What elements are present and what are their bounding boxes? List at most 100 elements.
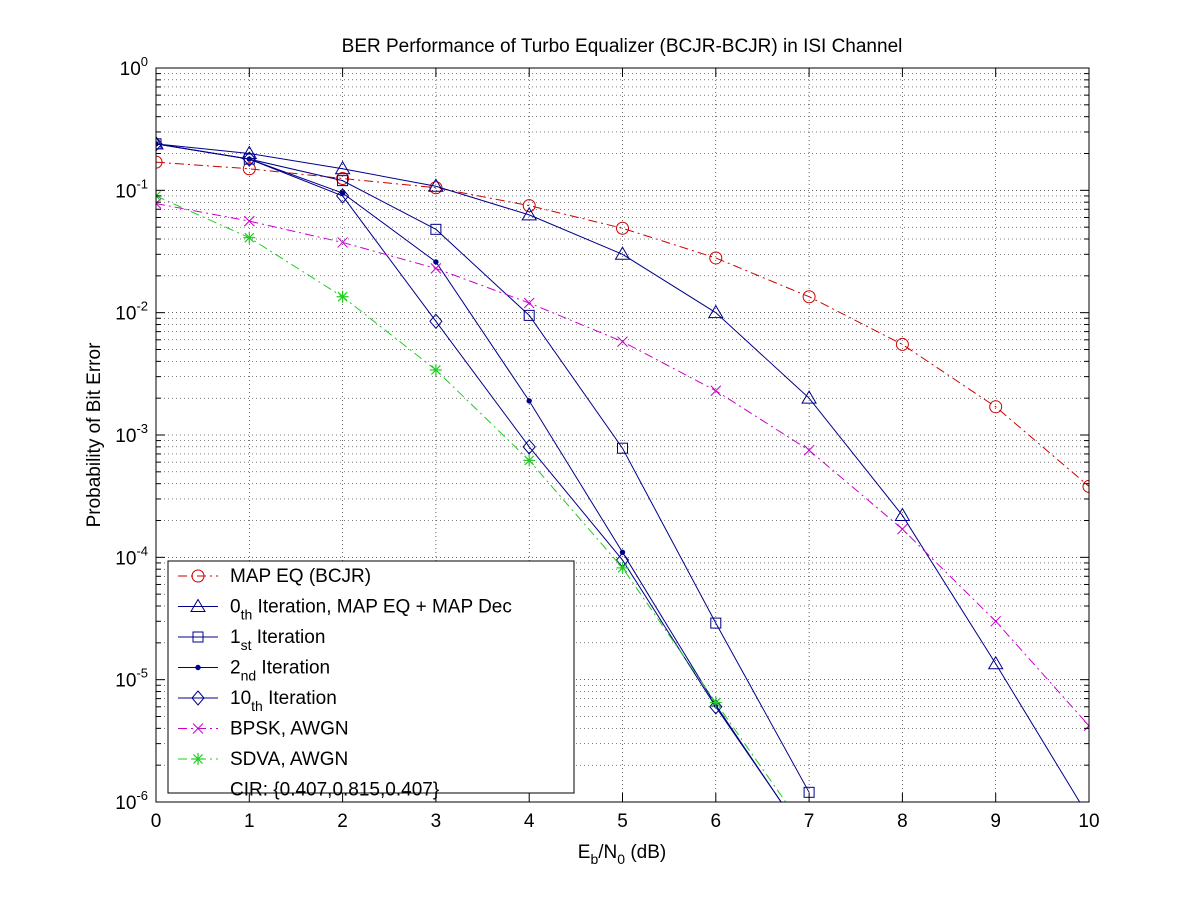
- marker-star-d: [244, 232, 255, 243]
- marker-circle: [895, 337, 909, 351]
- marker-diamond: [156, 136, 163, 152]
- marker-x-b: [990, 615, 1002, 627]
- data-point: [619, 549, 626, 555]
- legend-label-rest: Iteration: [256, 658, 330, 679]
- series-4: [156, 136, 782, 802]
- marker-square: [156, 138, 162, 150]
- legend-item: BPSK, AWGN: [178, 719, 349, 740]
- marker-x-b: [897, 523, 908, 535]
- y-tick-base: 10: [115, 793, 136, 814]
- x-tick-label: 3: [431, 811, 442, 832]
- legend-label-main: SDVA, AWGN: [230, 749, 348, 770]
- legend-marker: [192, 753, 204, 765]
- data-point: [336, 290, 349, 303]
- marker-dot: [195, 664, 201, 671]
- x-axis-label-sub-b: b: [590, 851, 598, 867]
- x-tick-label: 6: [711, 811, 722, 832]
- marker-star-d: [156, 191, 161, 197]
- data-point: [242, 162, 256, 176]
- marker-star-d: [430, 365, 441, 375]
- data-point: [337, 237, 348, 248]
- legend-label-sub: st: [241, 637, 252, 653]
- y-tick-exponent: -1: [136, 176, 148, 191]
- y-tick-base: 10: [120, 59, 141, 80]
- data-point: [522, 199, 536, 213]
- y-tick-base: 10: [115, 671, 136, 692]
- data-point: [336, 171, 350, 185]
- y-tick-exponent: -6: [136, 788, 148, 803]
- y-tick-label: 10-5: [115, 666, 148, 692]
- marker-dot: [526, 398, 532, 404]
- x-tick-labels: 0 1 2 3 4 5 6 7 8 9 10: [151, 811, 1100, 832]
- legend-label-main: MAP EQ (BCJR): [230, 566, 371, 587]
- data-point: [523, 454, 536, 467]
- data-point: [897, 523, 908, 535]
- marker-star-d: [710, 697, 721, 708]
- y-tick-label: 10-3: [115, 421, 148, 447]
- marker-diamond: [242, 151, 256, 167]
- x-tick-label: 8: [897, 811, 908, 832]
- data-point: [156, 155, 163, 169]
- marker-circle: [616, 221, 629, 235]
- y-tick-label: 100: [120, 54, 148, 80]
- marker-triangle: [894, 507, 911, 521]
- x-axis-label-n: /N: [598, 842, 617, 863]
- data-point: [428, 178, 444, 192]
- marker-star-d: [337, 291, 348, 302]
- data-point: [616, 561, 629, 574]
- marker-x-b: [192, 723, 204, 734]
- data-point: [335, 188, 350, 204]
- marker-circle: [191, 569, 205, 583]
- legend-item: SDVA, AWGN: [178, 749, 348, 770]
- marker-x-b: [710, 385, 722, 397]
- marker-star-d: [617, 562, 628, 573]
- data-point: [707, 304, 724, 319]
- data-series: [156, 135, 1089, 802]
- y-tick-base: 10: [115, 426, 136, 447]
- data-point: [337, 175, 349, 187]
- marker-dot: [339, 190, 346, 196]
- y-tick-label: 10-2: [115, 299, 148, 325]
- data-point: [1082, 479, 1089, 493]
- y-tick-label: 10-4: [115, 543, 148, 569]
- legend-marker: [192, 631, 204, 643]
- y-tick-exponent: -2: [136, 299, 148, 314]
- marker-circle: [802, 290, 816, 304]
- legend-label: SDVA, AWGN: [230, 749, 348, 770]
- legend-label-main: BPSK, AWGN: [230, 719, 349, 740]
- data-point: [522, 439, 536, 455]
- data-point: [243, 215, 255, 227]
- x-axis-label-unit: (dB): [625, 842, 666, 863]
- marker-circle: [336, 171, 350, 185]
- data-point: [710, 617, 722, 629]
- data-point: [429, 313, 443, 330]
- marker-square: [430, 223, 442, 235]
- legend-label-sub: th: [241, 607, 253, 623]
- legend-label-main: 2: [230, 658, 241, 679]
- marker-x-b: [156, 198, 162, 205]
- legend-label: MAP EQ (BCJR): [230, 566, 371, 587]
- marker-circle: [522, 199, 536, 213]
- x-axis-label-sub-0: 0: [617, 851, 625, 867]
- y-tick-base: 10: [115, 181, 136, 202]
- data-point: [433, 259, 439, 265]
- x-axis-label-e: E: [578, 842, 591, 863]
- y-tick-exponent: 0: [141, 54, 148, 69]
- x-tick-label: 4: [524, 811, 535, 832]
- series-line: [156, 143, 1081, 802]
- marker-diamond: [429, 313, 443, 330]
- legend-label-main: 10: [230, 688, 251, 709]
- data-point: [710, 385, 722, 397]
- marker-star-d: [193, 754, 203, 764]
- data-point: [523, 297, 535, 309]
- data-point: [243, 153, 255, 165]
- y-tick-label: 10-1: [115, 176, 148, 202]
- series-1: [156, 135, 1081, 802]
- series-0: [156, 155, 1089, 493]
- legend-label-rest: Iteration, MAP EQ + MAP Dec: [252, 597, 512, 618]
- y-tick-base: 10: [115, 304, 136, 325]
- marker-circle: [709, 251, 723, 265]
- x-tick-label: 7: [804, 811, 815, 832]
- series-line: [156, 143, 810, 793]
- marker-triangle: [521, 206, 538, 221]
